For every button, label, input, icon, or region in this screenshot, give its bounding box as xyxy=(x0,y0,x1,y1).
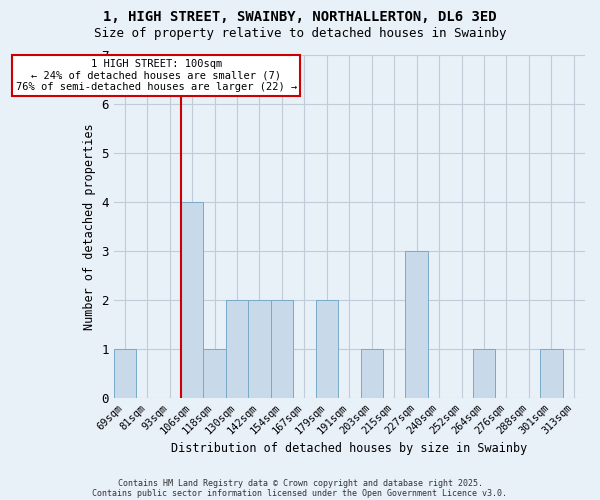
Bar xyxy=(406,251,428,398)
Bar xyxy=(226,300,248,398)
Bar xyxy=(540,349,563,398)
X-axis label: Distribution of detached houses by size in Swainby: Distribution of detached houses by size … xyxy=(171,442,527,455)
Text: Contains HM Land Registry data © Crown copyright and database right 2025.: Contains HM Land Registry data © Crown c… xyxy=(118,478,482,488)
Y-axis label: Number of detached properties: Number of detached properties xyxy=(83,123,95,330)
Bar xyxy=(248,300,271,398)
Text: 1 HIGH STREET: 100sqm
← 24% of detached houses are smaller (7)
76% of semi-detac: 1 HIGH STREET: 100sqm ← 24% of detached … xyxy=(16,59,297,92)
Text: Contains public sector information licensed under the Open Government Licence v3: Contains public sector information licen… xyxy=(92,488,508,498)
Bar xyxy=(361,349,383,398)
Bar xyxy=(271,300,293,398)
Bar xyxy=(316,300,338,398)
Text: Size of property relative to detached houses in Swainby: Size of property relative to detached ho… xyxy=(94,28,506,40)
Bar xyxy=(473,349,495,398)
Bar xyxy=(181,202,203,398)
Text: 1, HIGH STREET, SWAINBY, NORTHALLERTON, DL6 3ED: 1, HIGH STREET, SWAINBY, NORTHALLERTON, … xyxy=(103,10,497,24)
Bar xyxy=(203,349,226,398)
Bar xyxy=(113,349,136,398)
